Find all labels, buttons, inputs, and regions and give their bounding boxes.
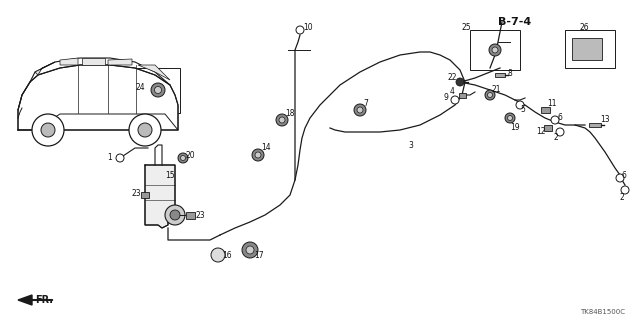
Bar	[141, 192, 149, 198]
Circle shape	[180, 156, 186, 161]
Text: 5: 5	[520, 106, 525, 115]
Circle shape	[508, 116, 513, 121]
Circle shape	[556, 128, 564, 136]
Polygon shape	[138, 65, 170, 80]
Text: 21: 21	[492, 85, 502, 94]
Text: 6: 6	[622, 171, 627, 180]
Text: 22: 22	[448, 74, 458, 83]
Circle shape	[551, 116, 559, 124]
Bar	[135, 68, 180, 113]
Text: 25: 25	[462, 23, 472, 33]
Circle shape	[246, 246, 254, 254]
Circle shape	[616, 174, 624, 182]
Text: 14: 14	[261, 143, 271, 153]
Text: 7: 7	[363, 99, 368, 108]
Text: 1: 1	[107, 153, 112, 162]
Circle shape	[488, 92, 493, 98]
Bar	[589, 123, 601, 127]
Bar	[495, 73, 505, 77]
Circle shape	[211, 248, 225, 262]
Text: 12: 12	[536, 127, 545, 137]
Circle shape	[151, 83, 165, 97]
Text: 6: 6	[557, 113, 562, 122]
Text: 19: 19	[510, 123, 520, 132]
Circle shape	[505, 113, 515, 123]
Bar	[458, 92, 465, 98]
Text: 10: 10	[303, 23, 312, 33]
Circle shape	[279, 117, 285, 123]
Text: 2: 2	[620, 193, 625, 202]
Bar	[544, 125, 552, 131]
Text: 8: 8	[507, 68, 512, 77]
Polygon shape	[18, 295, 32, 305]
Text: TK84B1500C: TK84B1500C	[580, 309, 625, 315]
Polygon shape	[145, 165, 175, 228]
Text: 11: 11	[547, 100, 557, 108]
Text: 26: 26	[580, 23, 589, 33]
Circle shape	[621, 186, 629, 194]
Circle shape	[516, 101, 524, 109]
Circle shape	[456, 78, 464, 86]
Bar	[186, 212, 195, 219]
Text: 4: 4	[450, 87, 455, 97]
Text: 23: 23	[195, 211, 205, 220]
Text: 17: 17	[254, 252, 264, 260]
Circle shape	[242, 242, 258, 258]
Polygon shape	[35, 62, 55, 75]
Bar	[572, 38, 602, 60]
Circle shape	[178, 153, 188, 163]
Circle shape	[296, 26, 304, 34]
Polygon shape	[82, 58, 105, 65]
Polygon shape	[108, 59, 132, 65]
Circle shape	[492, 47, 498, 53]
Circle shape	[116, 154, 124, 162]
Text: 9: 9	[443, 93, 448, 102]
Polygon shape	[18, 65, 178, 130]
Text: 18: 18	[285, 108, 294, 117]
Text: FR.: FR.	[35, 295, 53, 305]
Text: B-7-4: B-7-4	[498, 17, 531, 27]
Circle shape	[32, 114, 64, 146]
Text: 23: 23	[132, 189, 141, 198]
Circle shape	[129, 114, 161, 146]
Circle shape	[354, 104, 366, 116]
Text: 24: 24	[136, 84, 146, 92]
Circle shape	[255, 152, 261, 158]
Text: 16: 16	[222, 251, 232, 260]
Circle shape	[485, 90, 495, 100]
Circle shape	[41, 123, 55, 137]
Circle shape	[276, 114, 288, 126]
Circle shape	[451, 96, 459, 104]
Text: 20: 20	[185, 150, 195, 159]
Bar	[541, 107, 550, 113]
Circle shape	[170, 210, 180, 220]
Circle shape	[489, 44, 501, 56]
Bar	[470, 30, 520, 70]
Circle shape	[154, 86, 161, 93]
Circle shape	[165, 205, 185, 225]
Text: 3: 3	[408, 140, 413, 149]
Circle shape	[138, 123, 152, 137]
Polygon shape	[60, 58, 78, 65]
Circle shape	[357, 107, 363, 113]
Bar	[565, 30, 615, 68]
Circle shape	[252, 149, 264, 161]
Text: 2: 2	[554, 133, 559, 142]
Text: 15: 15	[165, 171, 175, 180]
Text: 13: 13	[600, 116, 610, 124]
